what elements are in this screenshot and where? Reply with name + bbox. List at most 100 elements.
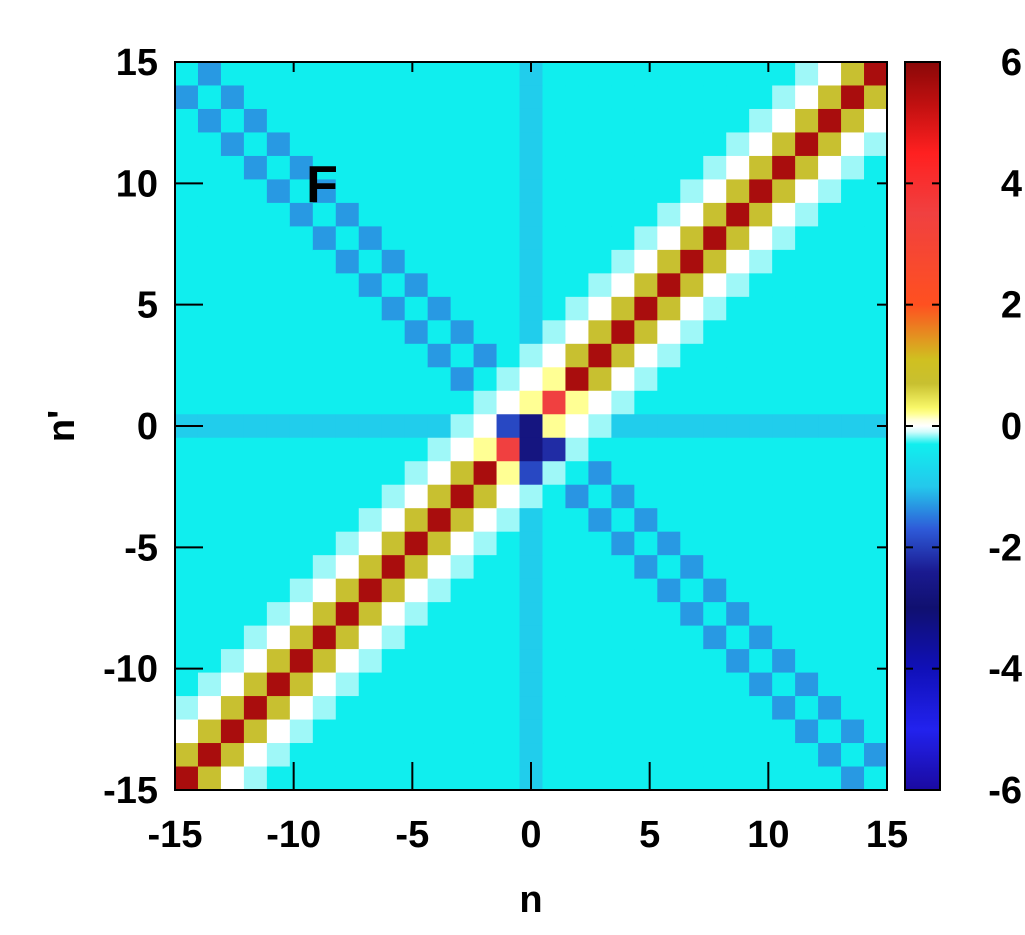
heatmap-cell xyxy=(243,649,268,674)
heatmap-cell xyxy=(680,696,704,721)
heatmap-cell xyxy=(726,719,750,744)
heatmap-cell xyxy=(657,62,681,87)
heatmap-cell xyxy=(381,437,406,462)
heatmap-cell xyxy=(772,719,796,744)
heatmap-cell xyxy=(266,85,291,110)
heatmap-cell xyxy=(565,719,590,744)
heatmap-cell xyxy=(358,625,383,650)
heatmap-cell xyxy=(289,696,314,721)
heatmap-cell xyxy=(542,743,567,768)
heatmap-cell xyxy=(266,249,291,274)
heatmap-cell xyxy=(542,273,567,298)
heatmap-cell xyxy=(197,484,222,509)
heatmap-cell xyxy=(841,367,865,392)
heatmap-cell xyxy=(611,531,635,556)
heatmap-cell xyxy=(220,155,245,181)
heatmap-cell xyxy=(450,625,475,650)
heatmap-cell xyxy=(841,132,865,157)
heatmap-cell xyxy=(749,85,773,110)
heatmap-cell xyxy=(266,273,291,298)
heatmap-cell xyxy=(335,155,360,181)
heatmap-cell xyxy=(450,414,475,439)
heatmap-cell xyxy=(565,437,590,462)
heatmap-cell xyxy=(175,719,199,744)
heatmap-cell xyxy=(496,461,521,486)
heatmap-cell xyxy=(680,249,704,274)
heatmap-cell xyxy=(519,484,544,509)
heatmap-cell xyxy=(197,461,222,486)
heatmap-cell xyxy=(611,743,635,768)
heatmap-cell xyxy=(266,461,291,486)
heatmap-cell xyxy=(795,719,819,744)
heatmap-cell xyxy=(496,85,521,110)
heatmap-cell xyxy=(243,85,268,110)
heatmap-cell xyxy=(726,296,750,321)
heatmap-cell xyxy=(795,62,819,87)
heatmap-cell xyxy=(772,296,796,321)
heatmap-cell xyxy=(703,743,727,768)
heatmap-cell xyxy=(565,602,590,627)
heatmap-cell xyxy=(496,484,521,509)
heatmap-cell xyxy=(634,743,658,768)
heatmap-cell xyxy=(634,226,658,251)
heatmap-cell xyxy=(427,508,452,533)
heatmap-cell xyxy=(381,226,406,251)
heatmap-cell xyxy=(818,696,842,721)
heatmap-cell xyxy=(795,578,819,603)
heatmap-cell xyxy=(175,625,199,650)
heatmap-cell xyxy=(634,62,658,87)
heatmap-cell xyxy=(519,555,544,580)
heatmap-cell xyxy=(427,249,452,274)
heatmap-cell xyxy=(404,62,429,87)
heatmap-cell xyxy=(289,226,314,251)
heatmap-cell xyxy=(243,508,268,533)
heatmap-cell xyxy=(381,108,406,134)
heatmap-cell xyxy=(243,766,268,791)
heatmap-cell xyxy=(588,672,612,697)
heatmap-cell xyxy=(175,484,199,509)
heatmap-cell xyxy=(197,108,222,134)
heatmap-cell xyxy=(749,555,773,580)
heatmap-cell xyxy=(565,672,590,697)
heatmap-cell xyxy=(220,602,245,627)
heatmap-cell xyxy=(841,696,865,721)
heatmap-cell xyxy=(404,390,429,415)
heatmap-cell xyxy=(841,296,865,321)
y-tick-label: -15 xyxy=(103,770,158,812)
heatmap-cell xyxy=(565,508,590,533)
heatmap-cell xyxy=(197,719,222,744)
heatmap-cell xyxy=(680,531,704,556)
heatmap-cell xyxy=(680,649,704,674)
heatmap-cell xyxy=(542,555,567,580)
heatmap-cell xyxy=(703,390,727,415)
heatmap-cell xyxy=(634,132,658,157)
heatmap-cell xyxy=(634,649,658,674)
heatmap-cell xyxy=(611,343,635,368)
heatmap-cell xyxy=(427,437,452,462)
heatmap-cell xyxy=(381,625,406,650)
heatmap-cell xyxy=(703,273,727,298)
heatmap-cell xyxy=(795,108,819,134)
heatmap-cell xyxy=(289,672,314,697)
heatmap-cell xyxy=(795,625,819,650)
heatmap-cell xyxy=(841,85,865,110)
colorbar-tick-label: 2 xyxy=(1001,285,1022,327)
heatmap-cell xyxy=(404,696,429,721)
heatmap-cell xyxy=(175,390,199,415)
heatmap-cell xyxy=(588,132,612,157)
heatmap-cell xyxy=(565,461,590,486)
heatmap-cell xyxy=(749,461,773,486)
heatmap-cell xyxy=(818,414,842,439)
heatmap-cell xyxy=(335,343,360,368)
heatmap-cell xyxy=(726,625,750,650)
heatmap-cell xyxy=(864,390,888,415)
axis-ticks xyxy=(174,61,888,791)
heatmap-cell xyxy=(266,226,291,251)
heatmap-cell xyxy=(404,578,429,603)
heatmap-cell xyxy=(749,414,773,439)
heatmap-cell xyxy=(289,719,314,744)
heatmap-cell xyxy=(450,320,475,345)
heatmap-cell xyxy=(818,296,842,321)
heatmap-cell xyxy=(450,484,475,509)
heatmap-cell xyxy=(864,696,888,721)
